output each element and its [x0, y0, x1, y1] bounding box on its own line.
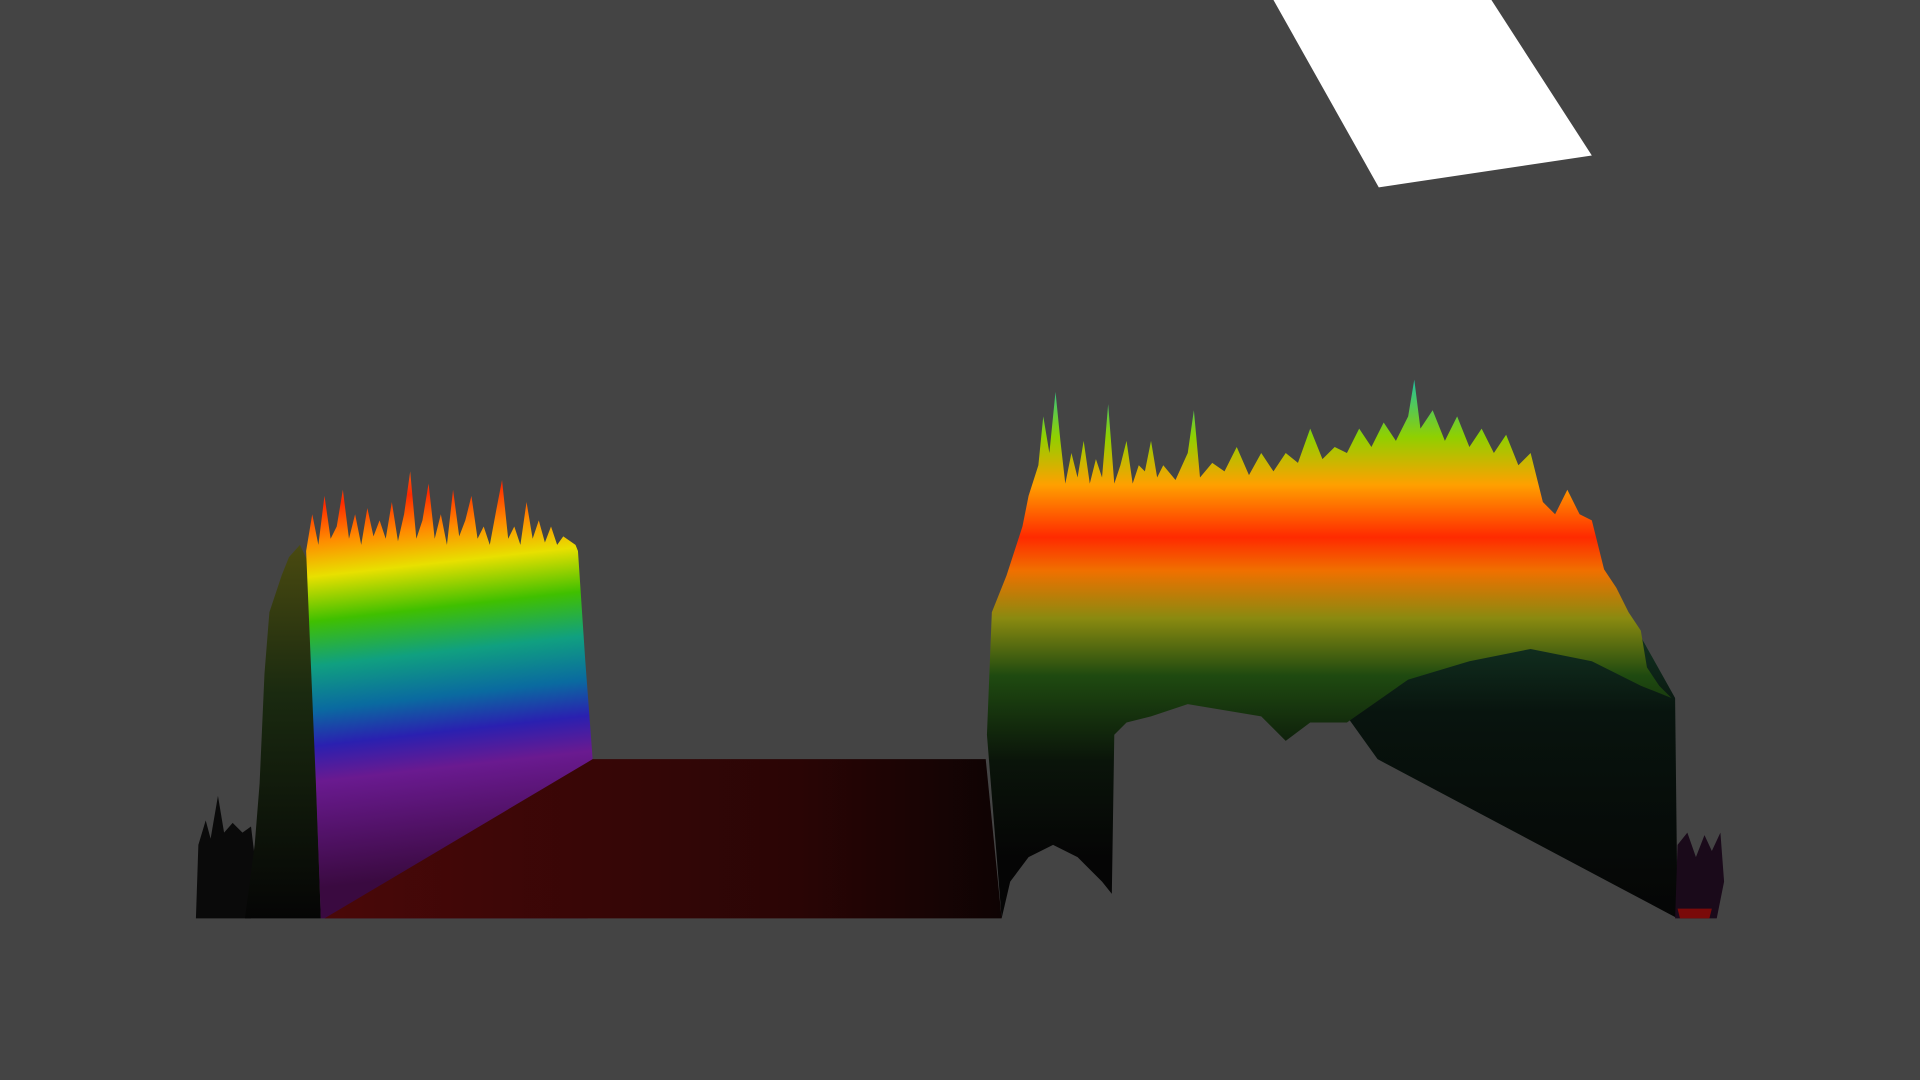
left-fringe	[195, 795, 255, 919]
floor	[324, 759, 1002, 919]
right-fringe-edge	[1677, 908, 1712, 919]
left-side-wall	[244, 544, 321, 919]
right-surface	[986, 379, 1672, 919]
light-panel	[1273, 0, 1592, 188]
right-fringe	[1675, 832, 1725, 919]
